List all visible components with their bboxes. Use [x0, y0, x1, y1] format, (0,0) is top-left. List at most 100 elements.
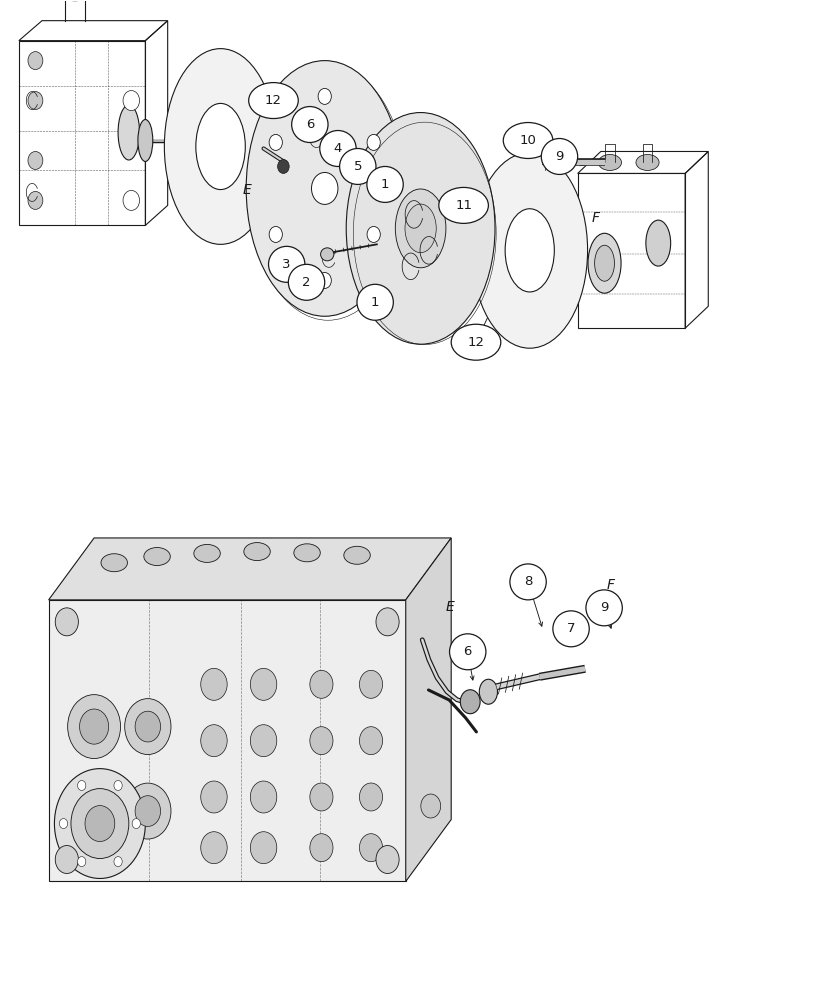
Circle shape — [359, 727, 382, 755]
Ellipse shape — [243, 543, 270, 561]
Ellipse shape — [288, 264, 324, 300]
Circle shape — [309, 727, 332, 755]
Ellipse shape — [138, 120, 153, 161]
Ellipse shape — [451, 324, 500, 360]
Circle shape — [309, 834, 332, 862]
Circle shape — [28, 191, 43, 209]
Text: 6: 6 — [463, 645, 471, 658]
Circle shape — [318, 88, 331, 104]
Circle shape — [200, 832, 227, 864]
Circle shape — [60, 819, 68, 829]
Ellipse shape — [438, 187, 488, 223]
Text: 3: 3 — [282, 258, 290, 271]
Circle shape — [375, 608, 399, 636]
Text: 8: 8 — [523, 575, 532, 588]
Ellipse shape — [118, 105, 140, 160]
Text: 1: 1 — [380, 178, 389, 191]
Circle shape — [28, 151, 43, 169]
Text: E: E — [445, 600, 453, 614]
Circle shape — [135, 711, 160, 742]
Ellipse shape — [504, 209, 553, 292]
Ellipse shape — [586, 590, 622, 626]
Ellipse shape — [404, 204, 436, 253]
Text: 6: 6 — [305, 118, 313, 131]
Ellipse shape — [587, 233, 620, 293]
Ellipse shape — [598, 154, 621, 170]
Circle shape — [68, 779, 121, 843]
Text: 1: 1 — [370, 296, 379, 309]
Circle shape — [375, 846, 399, 873]
Circle shape — [309, 670, 332, 698]
Circle shape — [366, 134, 380, 150]
Circle shape — [125, 783, 170, 839]
Circle shape — [28, 92, 43, 110]
Ellipse shape — [268, 246, 304, 282]
Ellipse shape — [394, 189, 446, 268]
Circle shape — [114, 857, 122, 867]
Ellipse shape — [144, 548, 170, 566]
Circle shape — [460, 690, 480, 714]
Circle shape — [359, 670, 382, 698]
Circle shape — [135, 796, 160, 826]
Polygon shape — [405, 538, 451, 881]
Circle shape — [269, 134, 282, 150]
Ellipse shape — [552, 611, 589, 647]
Circle shape — [79, 709, 108, 744]
Ellipse shape — [509, 564, 546, 600]
Circle shape — [125, 699, 170, 755]
Circle shape — [200, 668, 227, 700]
Circle shape — [71, 789, 129, 859]
Ellipse shape — [635, 154, 658, 170]
Ellipse shape — [343, 546, 370, 564]
Ellipse shape — [294, 544, 320, 562]
Ellipse shape — [356, 284, 393, 320]
Circle shape — [114, 781, 122, 790]
Ellipse shape — [194, 544, 220, 562]
Circle shape — [28, 52, 43, 70]
Ellipse shape — [165, 49, 276, 244]
Text: 5: 5 — [353, 160, 361, 173]
Circle shape — [78, 781, 86, 790]
Circle shape — [200, 781, 227, 813]
Circle shape — [250, 725, 276, 757]
Text: 11: 11 — [455, 199, 471, 212]
Text: 4: 4 — [333, 142, 342, 155]
Circle shape — [318, 272, 331, 288]
Ellipse shape — [645, 220, 670, 266]
Circle shape — [250, 668, 276, 700]
Ellipse shape — [503, 123, 552, 158]
Polygon shape — [49, 600, 405, 881]
Circle shape — [55, 846, 79, 873]
Circle shape — [85, 806, 115, 842]
Circle shape — [359, 834, 382, 862]
Circle shape — [250, 781, 276, 813]
Text: F: F — [606, 578, 614, 592]
Circle shape — [132, 819, 141, 829]
Circle shape — [359, 783, 382, 811]
Circle shape — [311, 172, 337, 204]
Ellipse shape — [449, 634, 485, 670]
Circle shape — [269, 226, 282, 242]
Circle shape — [420, 794, 440, 818]
Ellipse shape — [471, 152, 587, 348]
Circle shape — [309, 783, 332, 811]
Ellipse shape — [366, 166, 403, 202]
Text: 2: 2 — [302, 276, 310, 289]
Text: 12: 12 — [467, 336, 484, 349]
Ellipse shape — [541, 139, 577, 174]
Ellipse shape — [594, 245, 614, 281]
Ellipse shape — [320, 248, 333, 261]
Circle shape — [250, 832, 276, 864]
Circle shape — [68, 695, 121, 759]
Circle shape — [123, 190, 140, 210]
Ellipse shape — [339, 148, 375, 184]
Polygon shape — [49, 538, 451, 600]
Ellipse shape — [101, 554, 127, 572]
Ellipse shape — [246, 61, 403, 316]
Ellipse shape — [248, 83, 298, 119]
Circle shape — [78, 857, 86, 867]
Ellipse shape — [346, 113, 495, 344]
Circle shape — [200, 725, 227, 757]
Circle shape — [123, 91, 140, 111]
Ellipse shape — [319, 131, 356, 166]
